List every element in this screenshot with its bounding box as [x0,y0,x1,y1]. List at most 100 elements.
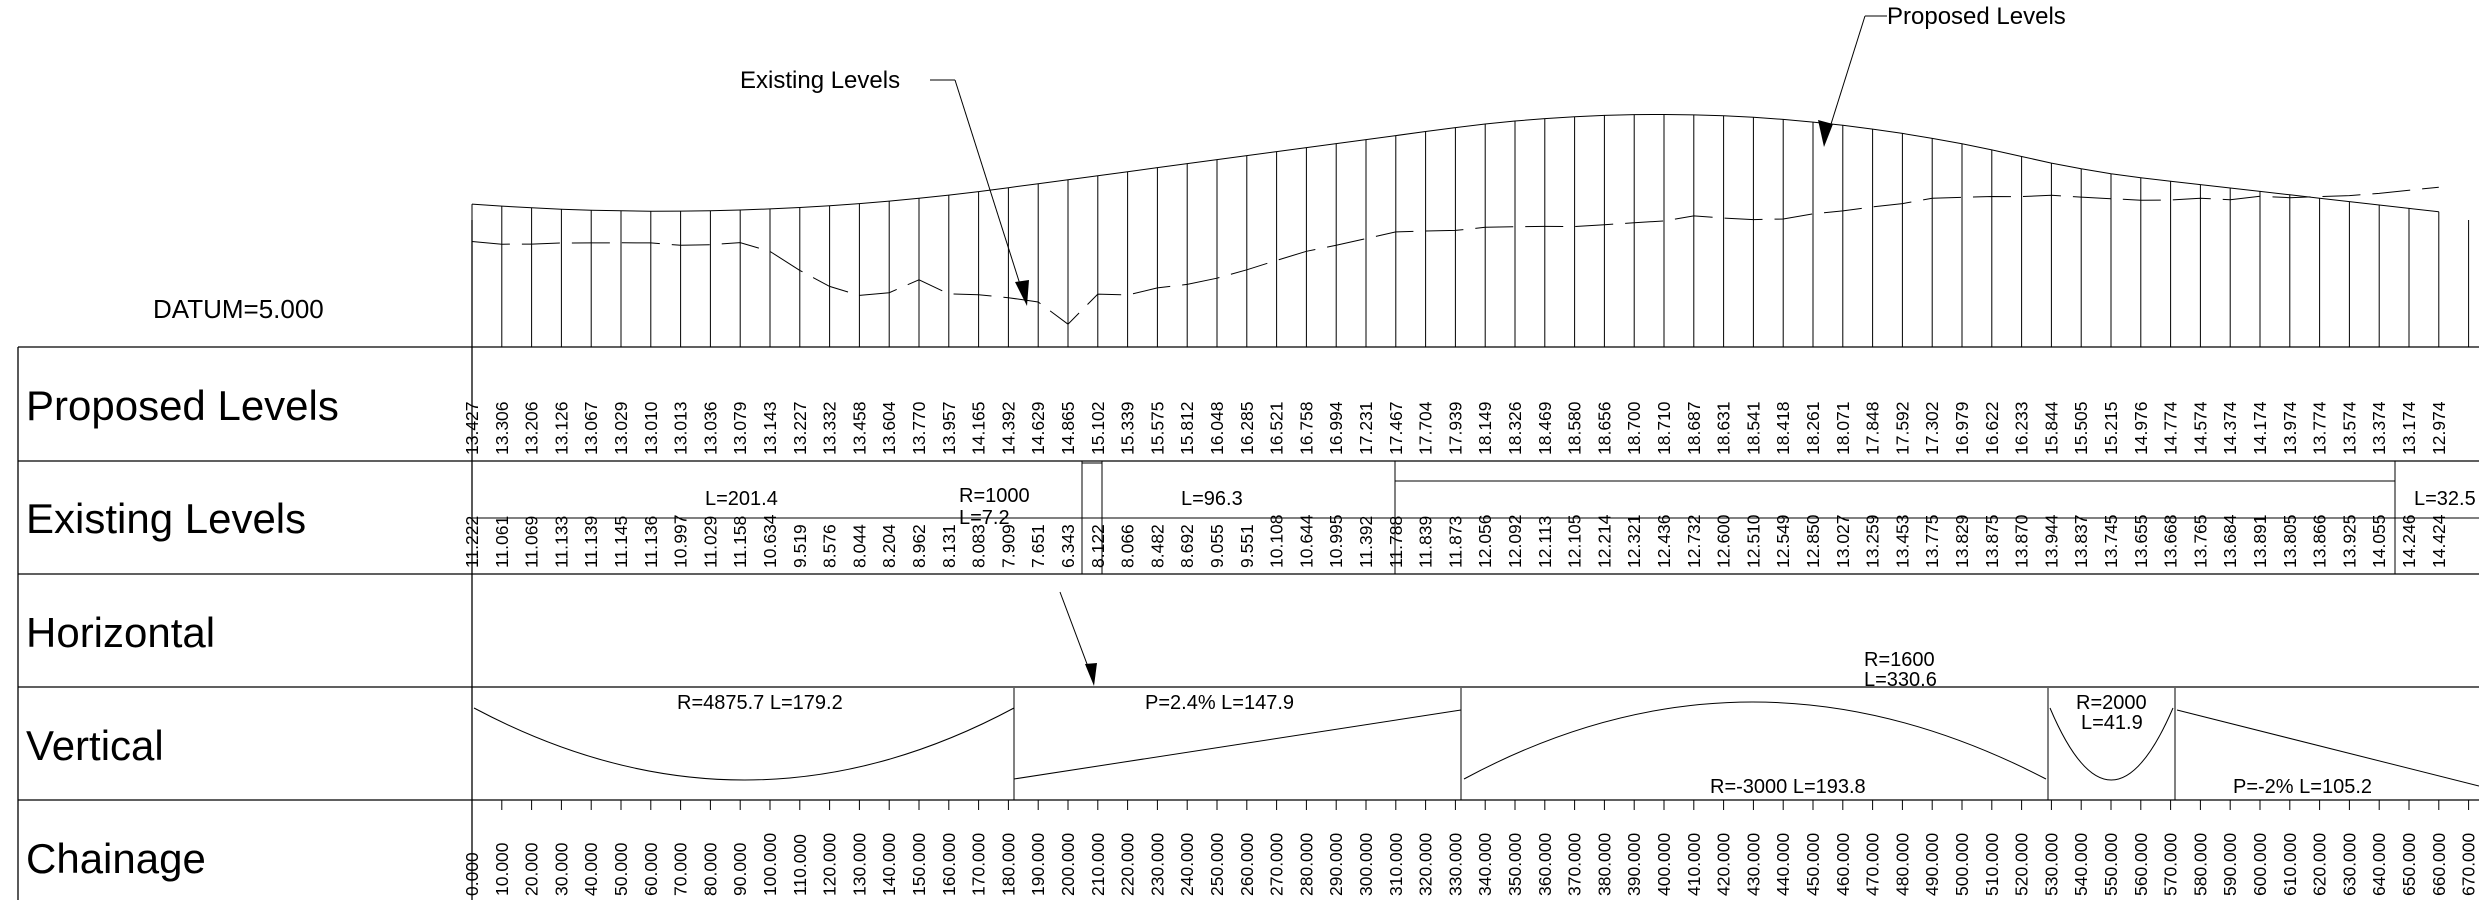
existing-level-value: 13.837 [2071,514,2091,568]
existing-levels-callout: Existing Levels [740,67,1029,306]
chainage-value: 270.000 [1267,832,1287,896]
chainage-value: 170.000 [969,832,989,896]
proposed-level-value: 18.541 [1743,401,1763,455]
horizontal-curve2-length: L=330.6 [1864,669,1937,691]
proposed-level-value: 13.126 [551,401,571,455]
chainage-value: 540.000 [2071,832,2091,896]
chainage-value: 560.000 [2131,832,2151,896]
proposed-level-value: 13.036 [700,401,720,455]
proposed-level-value: 18.710 [1654,401,1674,455]
proposed-level-value: 14.374 [2220,401,2240,455]
chainage-value: 10.000 [492,842,512,896]
existing-level-value: 10.997 [671,514,691,568]
chainage-value: 360.000 [1535,832,1555,896]
proposed-level-value: 15.215 [2101,401,2121,455]
chainage-value: 20.000 [522,842,542,896]
existing-level-value: 13.870 [2012,514,2032,568]
proposed-level-value: 16.233 [2012,401,2032,455]
horizontal-curve-arrowhead [1085,663,1097,686]
chainage-value: 570.000 [2161,832,2181,896]
existing-level-value: 12.850 [1803,514,1823,568]
chainage-value: 490.000 [1922,832,1942,896]
chainage-value: 350.000 [1505,832,1525,896]
proposed-level-value: 17.704 [1416,401,1436,455]
chainage-value: 140.000 [879,832,899,896]
chainage-value: 80.000 [700,842,720,896]
existing-level-value: 8.962 [909,524,929,568]
existing-level-value: 13.925 [2339,514,2359,568]
existing-level-value: 8.066 [1118,524,1138,568]
chainage-value: 430.000 [1743,832,1763,896]
proposed-level-value: 14.976 [2131,401,2151,455]
proposed-level-value: 18.326 [1505,401,1525,455]
proposed-level-value: 16.521 [1267,401,1287,455]
proposed-level-value: 13.604 [879,401,899,455]
proposed-level-value: 14.574 [2190,401,2210,455]
existing-level-value: 13.259 [1863,514,1883,568]
chainage-value: 400.000 [1654,832,1674,896]
chainage-value: 380.000 [1594,832,1614,896]
existing-level-value: 13.745 [2101,514,2121,568]
chainage-value: 660.000 [2429,832,2449,896]
chainage-value: 100.000 [760,832,780,896]
chainage-value: 60.000 [641,842,661,896]
existing-level-value: 11.839 [1416,516,1436,568]
existing-level-value: 13.805 [2280,514,2300,568]
row-title-proposed-levels: Proposed Levels [26,382,339,429]
vertical-crest-curve [1463,701,2047,780]
proposed-level-value: 16.048 [1207,401,1227,455]
proposed-level-value: 15.844 [2041,401,2061,455]
proposed-level-value: 13.332 [820,401,840,455]
proposed-level-value: 18.580 [1565,401,1585,455]
proposed-level-value: 17.848 [1863,401,1883,455]
row-title-chainage: Chainage [26,835,206,882]
horizontal-seg1-length: L=201.4 [705,488,778,510]
proposed-level-value: 13.427 [462,401,482,455]
proposed-level-value: 14.865 [1058,401,1078,455]
table-frame [17,220,2479,900]
horizontal-curve2-radius: R=1600 [1864,649,1935,671]
existing-level-values: 11.222 11.061 11.069 11.133 11.139 11.145 11.1… [462,514,2449,568]
existing-level-value: 11.873 [1445,516,1465,568]
chainage-value: 160.000 [939,832,959,896]
chainage-value: 550.000 [2101,832,2121,896]
existing-level-value: 11.139 [581,516,601,568]
existing-level-value: 10.644 [1296,514,1316,568]
proposed-level-value: 16.758 [1296,401,1316,455]
chainage-value: 290.000 [1326,832,1346,896]
proposed-level-value: 15.575 [1147,401,1167,455]
existing-level-value: 13.765 [2190,514,2210,568]
existing-level-value: 10.108 [1267,514,1287,568]
proposed-level-value: 14.629 [1028,401,1048,455]
chainage-value: 520.000 [2012,832,2032,896]
existing-level-value: 11.392 [1356,516,1376,568]
proposed-level-value: 18.700 [1624,401,1644,455]
chainage-value: 220.000 [1118,832,1138,896]
chainage-value: 40.000 [581,842,601,896]
chainage-value: 190.000 [1028,832,1048,896]
existing-level-value: 12.510 [1743,514,1763,568]
existing-level-value: 13.684 [2220,514,2240,568]
existing-level-value: 10.634 [760,514,780,568]
proposed-level-value: 18.687 [1684,401,1704,455]
proposed-level-value: 13.143 [760,401,780,455]
proposed-level-value: 13.010 [641,401,661,455]
existing-level-value: 8.482 [1147,524,1167,568]
existing-level-value: 8.576 [820,524,840,568]
proposed-level-value: 17.592 [1892,401,1912,455]
proposed-level-value: 17.231 [1356,401,1376,455]
proposed-level-value: 17.467 [1386,401,1406,455]
existing-level-value: 8.122 [1088,524,1108,568]
existing-level-value: 13.453 [1892,514,1912,568]
proposed-level-value: 17.939 [1445,401,1465,455]
proposed-level-value: 14.174 [2250,401,2270,455]
vertical-grade1-params: P=2.4% L=147.9 [1145,692,1294,714]
existing-level-value: 12.732 [1684,514,1704,568]
chainage-value: 260.000 [1237,832,1257,896]
existing-level-value: 12.321 [1624,514,1644,568]
existing-level-value: 7.651 [1028,524,1048,568]
horizontal-alignment: L=201.4 R=1000 L=7.2 L=96.3 R=1600 L=330… [472,461,2479,691]
existing-level-value: 11.029 [700,516,720,568]
existing-levels-line [471,186,2439,325]
